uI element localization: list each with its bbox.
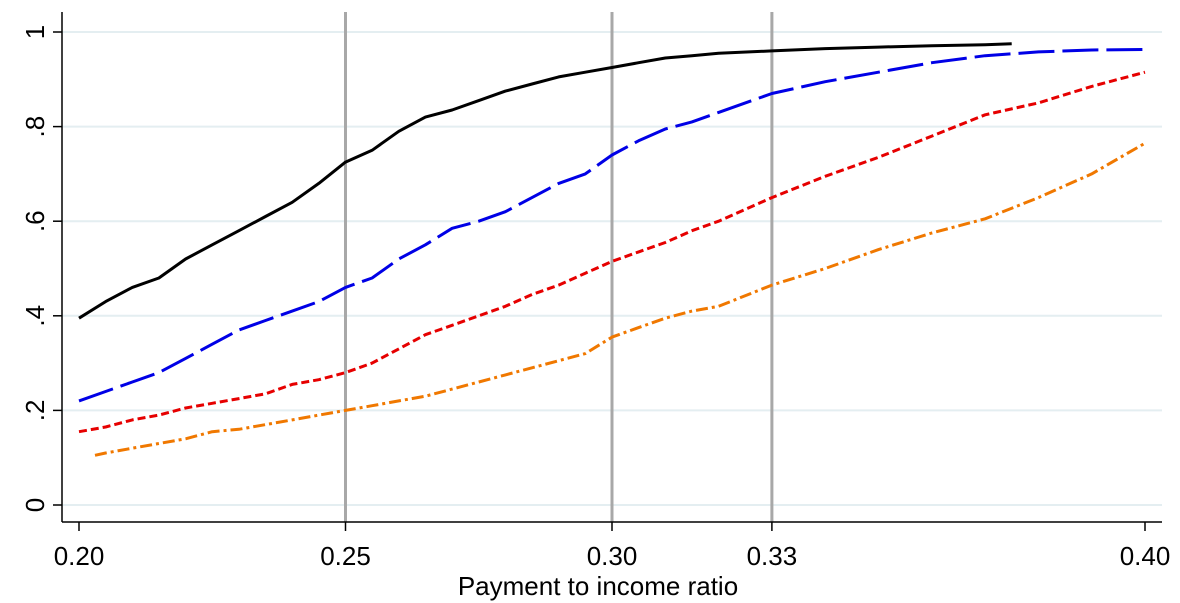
x-tick-label: 0.40 bbox=[1120, 541, 1171, 571]
reference-lines bbox=[344, 12, 774, 522]
series-line-1 bbox=[78, 42, 1012, 320]
y-tick-label: .4 bbox=[20, 305, 50, 327]
y-tick-label: .2 bbox=[20, 400, 50, 422]
x-tick-label: 0.30 bbox=[587, 541, 638, 571]
series-line-4 bbox=[94, 141, 1146, 457]
x-tick-label: 0.20 bbox=[54, 541, 105, 571]
series-lines bbox=[78, 42, 1146, 457]
x-axis-title: Payment to income ratio bbox=[458, 571, 738, 601]
y-tick-label: .8 bbox=[20, 116, 50, 138]
x-tick-label: 0.25 bbox=[320, 541, 371, 571]
series-line-3 bbox=[78, 70, 1146, 434]
x-tick-label: 0.33 bbox=[747, 541, 798, 571]
y-tick-label: .6 bbox=[20, 210, 50, 232]
series-line-2 bbox=[78, 48, 1146, 403]
axes: 0 .2 .4 .6 .8 1 0.20 0.25 0.30 0.33 0.40 bbox=[20, 12, 1170, 571]
y-tick-label: 0 bbox=[20, 498, 50, 512]
y-tick-label: 1 bbox=[20, 25, 50, 39]
